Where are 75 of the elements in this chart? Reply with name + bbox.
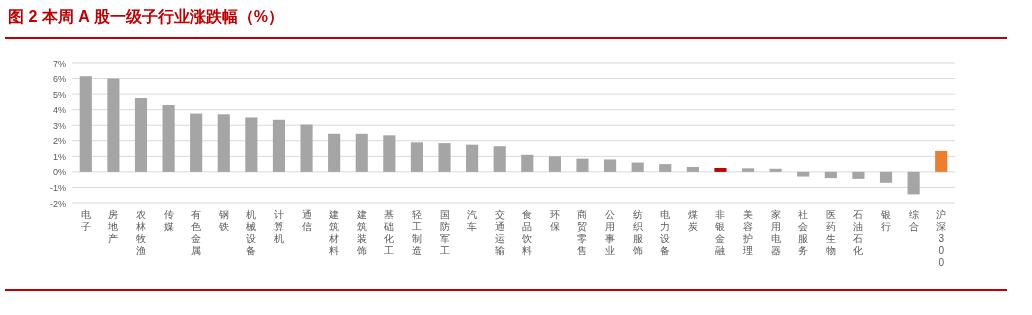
bar: [686, 166, 699, 172]
bar: [769, 168, 782, 172]
y-tick-label: 7%: [52, 58, 66, 69]
bar: [852, 171, 865, 179]
x-tick-label: 公用事业: [605, 209, 616, 256]
bar: [162, 105, 175, 172]
bar: [741, 168, 755, 172]
x-tick-label: 非银金融: [714, 209, 726, 256]
x-tick-label: 社会服务: [798, 209, 809, 256]
bar: [797, 171, 810, 177]
y-tick-label: 3%: [52, 120, 66, 131]
bar: [272, 119, 286, 172]
x-tick-label: 传媒: [163, 209, 174, 232]
x-tick-label: 煤炭: [687, 209, 698, 232]
x-tick-label: 商贸零售: [577, 209, 588, 256]
x-tick-label: 沪深300: [936, 209, 947, 268]
x-tick-label: 电力设备: [660, 209, 671, 256]
bar: [355, 133, 368, 172]
y-tick-label: 5%: [52, 89, 66, 100]
y-tick-label: 1%: [52, 151, 66, 162]
x-tick-label: 医药生物: [825, 209, 836, 256]
bar: [79, 76, 92, 172]
bar: [410, 142, 423, 172]
y-tick-label: 0%: [52, 167, 66, 178]
bar: [107, 78, 120, 172]
x-tick-label: 通信: [301, 209, 312, 232]
x-tick-label: 基础化工: [383, 209, 395, 256]
bar: [548, 156, 561, 172]
bar: [383, 135, 396, 172]
bar: [217, 114, 230, 172]
x-tick-label: 银行: [880, 209, 892, 232]
x-tick-label: 国防军工: [439, 209, 450, 256]
bar: [466, 144, 479, 172]
bar: [659, 164, 672, 172]
bar: [521, 154, 534, 172]
y-tick-label: 6%: [52, 74, 66, 85]
bar: [824, 171, 837, 179]
x-tick-label: 机械设备: [246, 209, 257, 256]
bar: [714, 168, 727, 172]
y-tick-label: 2%: [52, 136, 66, 147]
x-tick-label: 纺织服饰: [631, 209, 643, 256]
chart-title: 图 2 本周 A 股一级子行业涨跌幅（%）: [8, 8, 284, 26]
x-tick-label: 美容护理: [742, 209, 754, 256]
bar: [493, 146, 506, 172]
x-tick-label: 食品饮料: [521, 209, 533, 256]
x-tick-label: 电子: [80, 209, 91, 232]
bar: [190, 113, 203, 172]
bar: [604, 159, 617, 172]
bar: [631, 162, 644, 172]
y-tick-label: 4%: [52, 105, 66, 116]
x-tick-label: 环保: [549, 209, 560, 232]
x-tick-label: 建筑装饰: [355, 209, 367, 256]
x-tick-label: 有色金属: [191, 209, 202, 256]
bar: [879, 171, 893, 183]
bar: [935, 150, 948, 172]
bar: [245, 117, 258, 172]
x-tick-label: 交通运输: [494, 209, 505, 256]
x-tick-label: 家用电器: [770, 209, 781, 256]
x-tick-label: 综合: [908, 209, 919, 232]
y-tick-label: -1%: [49, 182, 66, 193]
bar: [576, 158, 589, 172]
bar: [300, 124, 313, 172]
bar: [134, 98, 148, 172]
x-tick-label: 计算机: [273, 209, 284, 244]
bar: [907, 171, 920, 195]
bar: [438, 143, 451, 172]
x-tick-label: 汽车: [467, 209, 478, 232]
x-tick-label: 石油石化: [853, 209, 864, 256]
x-tick-label: 钢铁: [217, 209, 229, 232]
x-tick-label: 建筑材料: [328, 209, 340, 256]
x-tick-label: 轻工制造: [411, 209, 422, 256]
bar: [328, 133, 341, 172]
x-tick-label: 农林牧渔: [134, 209, 146, 256]
x-tick-label: 房地产: [107, 209, 119, 244]
y-tick-label: -2%: [49, 198, 66, 209]
